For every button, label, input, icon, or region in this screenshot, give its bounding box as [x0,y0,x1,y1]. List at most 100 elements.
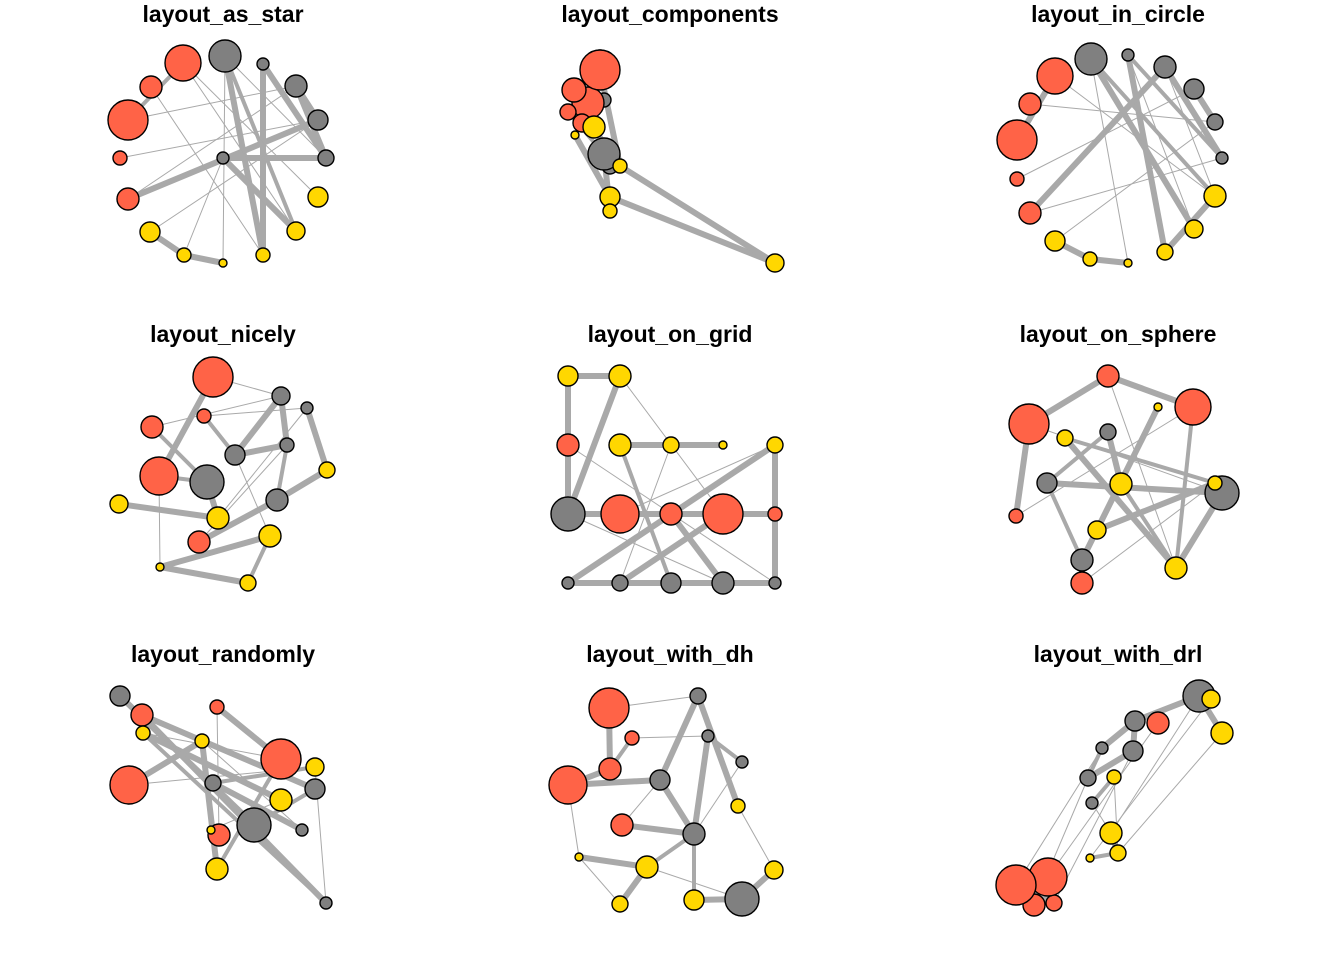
node [574,852,584,862]
node [598,757,622,781]
node [1009,171,1025,187]
edge [201,740,303,831]
edge [1081,482,1216,584]
edge [1045,430,1110,485]
node [1085,853,1095,863]
node [130,703,154,727]
node [995,864,1037,906]
edge [119,119,319,159]
node [767,506,783,522]
node [176,247,192,263]
panel-layout-on-grid: layout_on_grid [550,321,784,595]
node [600,494,640,534]
node [239,574,257,592]
edge [619,822,697,837]
edge [116,501,221,521]
edge [565,373,623,517]
node [1146,711,1170,735]
node [1099,821,1123,845]
node [286,221,306,241]
node [611,574,629,592]
edge [1119,482,1178,570]
node [701,729,715,743]
node [305,757,325,777]
node [206,506,230,530]
nodes [559,49,785,273]
node [659,502,683,526]
edge [1110,695,1200,834]
edge [1054,75,1216,197]
node [258,524,282,548]
edge [691,733,711,837]
node [1036,57,1074,95]
node [139,75,163,99]
edge [706,734,744,764]
node [557,365,579,387]
edge [1016,88,1195,180]
node [1203,184,1227,208]
node [582,115,606,139]
node [1070,548,1094,572]
edge [1125,52,1168,255]
node [216,151,230,165]
panel-title: layout_in_circle [1031,1,1205,27]
edge [1174,405,1195,570]
edge [567,513,724,584]
edge [1029,103,1216,123]
node [1156,243,1174,261]
node [304,778,326,800]
edge [737,805,775,871]
node [1153,55,1177,79]
edge [578,856,621,905]
node [682,822,706,846]
edge [142,732,282,760]
node [635,855,659,879]
node [164,44,202,82]
node [279,437,295,453]
panel-layout-with-drl: layout_with_drl [995,641,1234,917]
node [1018,201,1042,225]
edge [140,730,284,803]
nodes [109,356,336,592]
node [689,687,707,705]
node [194,733,210,749]
edge [1107,375,1177,569]
node [224,444,246,466]
edge [1094,480,1218,533]
edge [1064,437,1177,569]
node [1109,472,1133,496]
edge [217,407,308,519]
panel-title: layout_nicely [150,321,296,347]
node [204,774,222,792]
node [1082,251,1098,267]
edges [1013,373,1225,586]
node [307,109,329,131]
node [155,562,165,572]
edge [1090,58,1129,264]
node [764,860,784,880]
edge [693,761,743,835]
edge [196,497,280,545]
node [295,823,309,837]
node [1106,769,1122,785]
edge [203,407,308,417]
node [724,881,760,917]
edge [1126,53,1224,160]
nodes [109,685,333,910]
node [559,103,577,121]
edge [1027,64,1168,216]
edge [157,564,251,586]
edge [224,55,327,159]
node [192,356,234,398]
node [135,725,151,741]
panel-title: layout_on_sphere [1020,321,1217,347]
edge [260,61,329,161]
panel-title: layout_randomly [131,641,315,667]
edge [199,738,220,872]
node [1174,388,1212,426]
panel-title: layout_with_dh [586,641,753,667]
edge [1162,64,1225,161]
edge [657,693,701,783]
node [236,807,272,843]
